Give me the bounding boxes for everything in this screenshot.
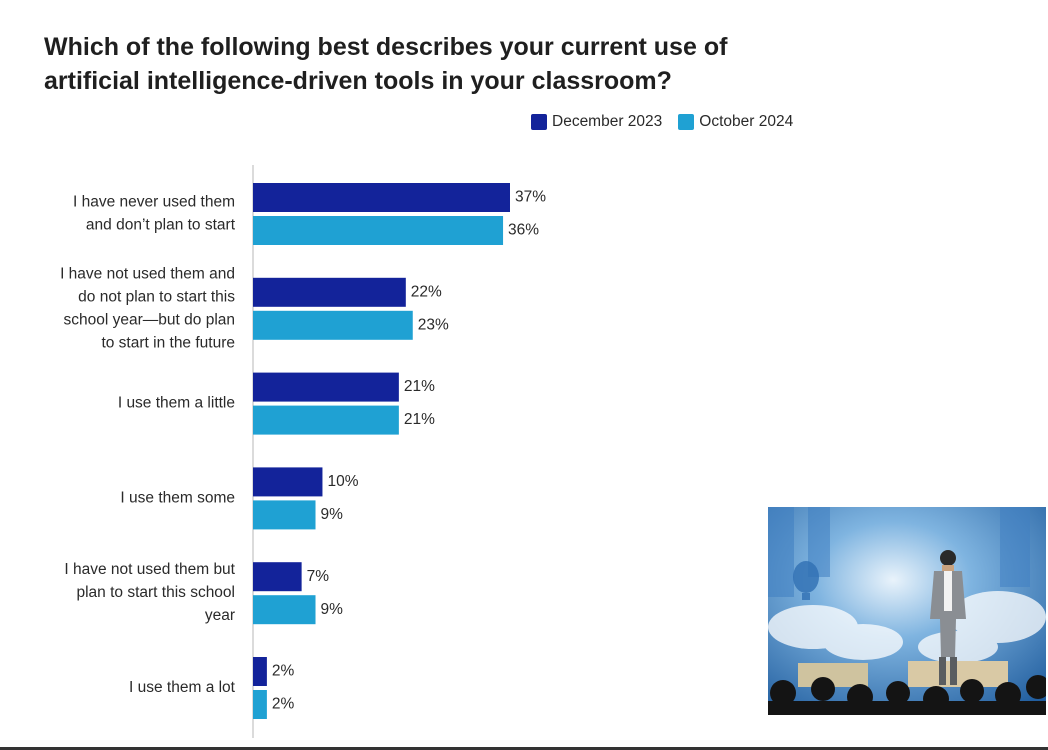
category-label-line: I use them a little [118, 395, 235, 412]
chart-title-line-1: Which of the following best describes yo… [44, 33, 728, 61]
category-label: I have not used them and do not plan to s… [60, 265, 235, 351]
speaker-video-image [768, 507, 1046, 715]
category-label-line: I have not used them but [64, 561, 235, 578]
legend-swatch-october-2024 [678, 114, 695, 130]
data-label: 2% [272, 663, 295, 680]
data-label: 37% [515, 189, 546, 206]
chart-legend: December 2023 October 2024 [531, 112, 809, 132]
data-label: 7% [307, 568, 330, 585]
data-label: 23% [418, 316, 449, 333]
category-label: I use them a lot [129, 679, 236, 696]
data-label: 10% [327, 473, 358, 490]
category-label-line: and don’t plan to start [86, 217, 236, 234]
chart-title-line-2: artificial intelligence-driven tools in … [44, 67, 672, 95]
data-label: 9% [321, 601, 344, 618]
bar-october-2024 [253, 310, 413, 340]
bottom-rule [0, 747, 1048, 750]
speaker-video-thumbnail [768, 507, 1046, 715]
legend-label-october-2024: October 2024 [699, 113, 794, 130]
bar-december-2023 [253, 562, 302, 592]
data-label: 21% [404, 378, 435, 395]
data-label: 36% [508, 222, 539, 239]
category-label: I have never used them and don’t plan to … [73, 194, 236, 234]
bar-october-2024 [253, 216, 504, 245]
category-label-line: I use them a lot [129, 679, 236, 696]
bar-october-2024 [253, 595, 316, 625]
bar-december-2023 [253, 657, 267, 686]
data-label: 21% [404, 411, 435, 428]
category-label-line: I use them some [120, 489, 235, 506]
bar-december-2023 [253, 372, 399, 402]
category-label-line: do not plan to start this [78, 288, 235, 305]
legend-item-december-2023: December 2023 [531, 113, 662, 131]
category-label: I have not used them but plan to start th… [64, 561, 235, 624]
category-label: I use them a little [118, 395, 235, 412]
data-label: 2% [272, 696, 295, 713]
bar-december-2023 [253, 277, 406, 307]
bar-october-2024 [253, 500, 316, 530]
category-label: I use them some [120, 489, 235, 506]
legend-item-october-2024: October 2024 [678, 113, 793, 131]
legend-swatch-december-2023 [531, 114, 547, 130]
data-label: 9% [321, 506, 344, 523]
legend-label-december-2023: December 2023 [552, 113, 663, 130]
chart-title: Which of the following best describes yo… [44, 30, 804, 98]
category-label-line: to start in the future [101, 334, 235, 351]
bar-october-2024 [253, 690, 267, 719]
category-label-line: plan to start this school [76, 584, 235, 601]
bar-december-2023 [253, 467, 323, 497]
category-label-line: year [205, 607, 235, 624]
bar-december-2023 [253, 183, 510, 212]
bar-october-2024 [253, 405, 399, 435]
category-label-line: school year—but do plan [64, 311, 235, 328]
data-label: 22% [411, 283, 442, 300]
category-label-line: I have never used them [73, 194, 235, 211]
category-label-line: I have not used them and [60, 265, 235, 282]
